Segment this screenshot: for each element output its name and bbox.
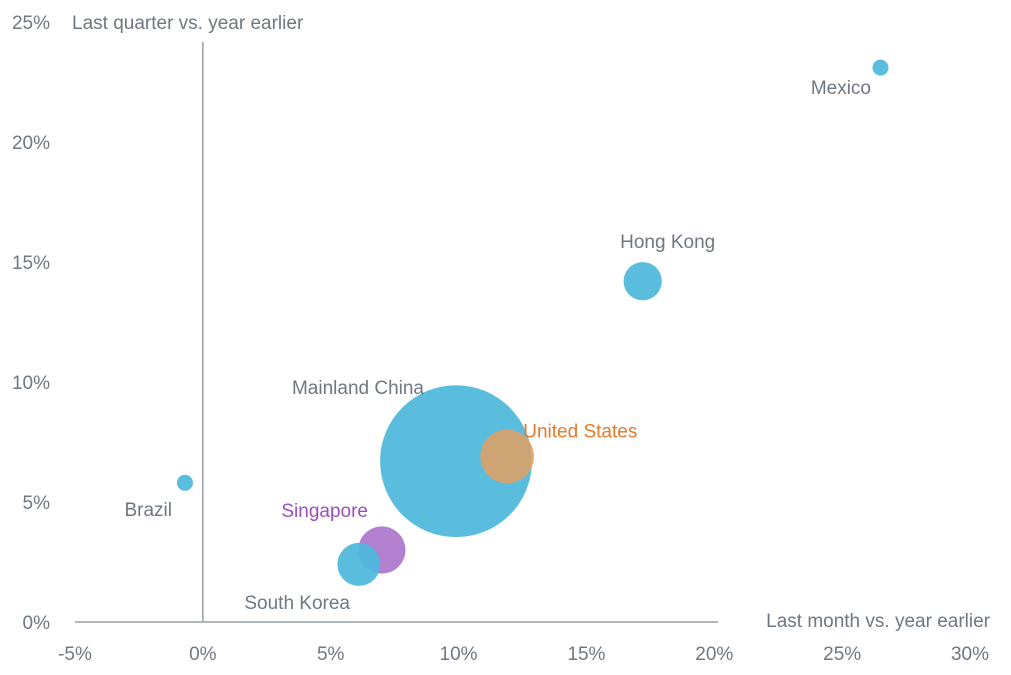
bubble-mainland-china — [380, 385, 532, 538]
x-tick-label: 25% — [823, 644, 861, 665]
x-axis-title: Last month vs. year earlier — [766, 611, 991, 632]
bubble-hong-kong — [623, 262, 662, 301]
point-label: Mexico — [811, 78, 871, 99]
point-label: Brazil — [124, 500, 172, 521]
x-tick-label: 15% — [567, 644, 605, 665]
y-tick-label: 5% — [23, 493, 51, 514]
y-tick-label: 15% — [12, 253, 50, 274]
point-label: South Korea — [244, 593, 350, 614]
y-tick-label: 10% — [12, 373, 50, 394]
point-label: Hong Kong — [620, 232, 715, 253]
x-tick-label: 5% — [317, 644, 345, 665]
x-tick-label: 20% — [695, 644, 733, 665]
x-tick-label: 10% — [440, 644, 478, 665]
axes — [75, 42, 718, 623]
point-label: United States — [523, 422, 637, 443]
x-tick-label: 30% — [951, 644, 989, 665]
bubble-south-korea — [337, 542, 381, 586]
y-axis-title: Last quarter vs. year earlier — [72, 13, 304, 34]
y-tick-label: 20% — [12, 133, 50, 154]
tick-labels: -5% 0% 5% 10% 15% 20% 25% 30% 0% 5% 10% 15% 20% 25% — [12, 13, 989, 665]
bubble-brazil — [176, 474, 193, 491]
x-tick-label: -5% — [58, 644, 92, 665]
point-label: Singapore — [281, 501, 368, 522]
y-tick-label: 25% — [12, 13, 50, 34]
bubbles — [176, 59, 889, 586]
y-tick-label: 0% — [23, 613, 51, 634]
bubble-mexico — [872, 59, 889, 76]
point-label: Mainland China — [292, 378, 424, 399]
x-tick-label: 0% — [189, 644, 217, 665]
point-labels: Mexico Hong Kong Mainland China United Stat… — [124, 78, 871, 614]
bubble-united-states — [480, 429, 535, 484]
